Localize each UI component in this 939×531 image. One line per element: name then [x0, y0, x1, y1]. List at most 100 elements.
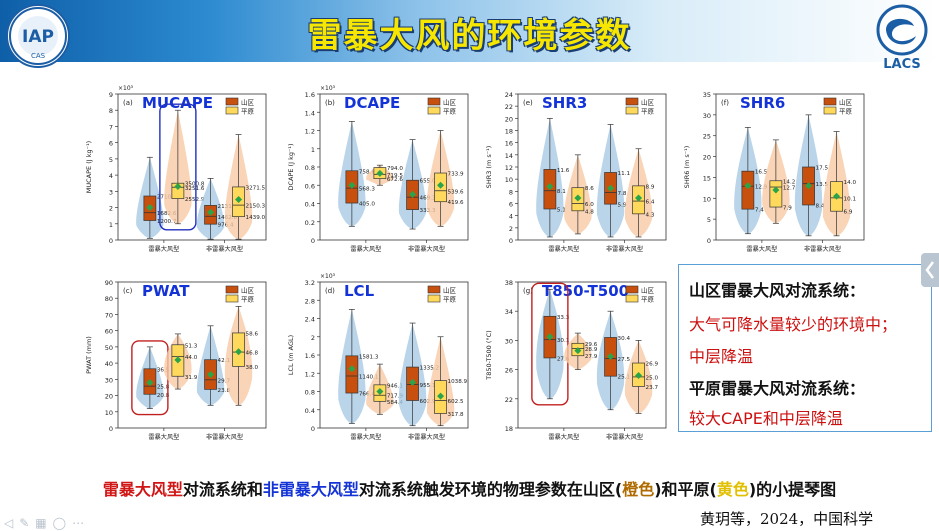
data-label: 3271.5: [246, 185, 266, 191]
x-tick-label: 雷暴大风型: [548, 433, 579, 441]
mean-marker: [348, 181, 356, 189]
chart-title: PWAT: [142, 282, 190, 300]
data-label: 955.1: [420, 383, 436, 389]
y-tick-label: 22: [505, 103, 513, 111]
more-icon[interactable]: ⋯: [72, 516, 91, 530]
mean-marker: [833, 192, 841, 200]
y-tick-label: 0.8: [305, 389, 315, 397]
legend-label: 平原: [443, 108, 457, 116]
data-label: 1581.3: [359, 354, 379, 360]
y-tick-label: 22: [505, 396, 513, 404]
legend-swatch: [625, 106, 639, 115]
y-tick-label: 6: [509, 201, 513, 209]
mean-marker: [348, 365, 356, 373]
legend-swatch: [225, 294, 239, 303]
slide-title: 雷暴大风的环境参数: [307, 16, 632, 56]
caption-part-7: 黄色: [716, 480, 749, 499]
y-tick-label: 3.2: [305, 279, 315, 287]
chart-title: SHR6: [740, 94, 785, 112]
legend-swatch: [225, 97, 239, 106]
mean-marker: [437, 181, 445, 189]
y-tick-label: 18: [505, 128, 513, 136]
y-tick-label: 0.2: [305, 219, 315, 227]
data-label: 29.7: [218, 378, 231, 384]
y-tick-label: 2: [109, 205, 113, 213]
chart-pwat: 0 10 20 30 40 50 60 70 80 90 PWAT (mm) (c) PWAT 山区平原雷…: [85, 279, 267, 441]
search-icon[interactable]: ◯: [52, 516, 73, 530]
data-label: 27.9: [585, 354, 598, 360]
caption-part-1: 雷暴大风型: [102, 480, 183, 499]
data-label: 13.5: [816, 182, 829, 188]
legend-swatch: [625, 294, 639, 303]
y-axis-label: SHR3 (m s⁻¹): [485, 146, 493, 189]
y-tick-label: 3: [109, 188, 113, 196]
header-band: [0, 0, 939, 62]
x-tick-label: 非雷暴大风型: [804, 245, 841, 253]
data-label: 6.9: [844, 210, 853, 216]
data-label: 8.6: [585, 186, 594, 192]
y-tick-label: 10: [505, 176, 513, 184]
legend-label: 平原: [241, 108, 255, 116]
chart-t850-t500: 18 22 26 30 34 38 T850-T500 (°C) (g) T850-T500 山区…: [485, 279, 667, 441]
slide-toolbar: ◁✎▦◯⋯: [4, 516, 90, 530]
chart-title: MUCAPE: [142, 94, 213, 112]
panel-label: (b): [325, 99, 335, 107]
x-tick-label: 非雷暴大风型: [408, 245, 445, 253]
grid-icon[interactable]: ▦: [35, 516, 53, 530]
y-tick-label: 1.6: [305, 91, 315, 99]
y-tick-label: 70: [105, 311, 113, 319]
x-tick-label: 非雷暴大风型: [606, 433, 643, 441]
data-label: 6.0: [585, 202, 594, 208]
iap-logo: IAP CAS: [6, 4, 70, 68]
y-tick-label: 16: [505, 140, 513, 148]
legend-label: 平原: [443, 296, 457, 304]
mean-marker: [805, 182, 813, 190]
y-tick-label: 10: [105, 409, 113, 417]
data-label: 1200.7: [157, 219, 177, 225]
y-tick-label: 60: [105, 328, 113, 336]
caption-part-5: 橙色: [622, 480, 655, 499]
y-tick-label: 30: [505, 337, 513, 345]
data-label: 33.3: [557, 315, 570, 321]
data-label: 51.3: [185, 343, 198, 349]
caption-part-3: 非雷暴大风型: [262, 480, 359, 499]
legend-label: 平原: [839, 108, 853, 116]
legend-label: 平原: [241, 296, 255, 304]
y-tick-label: 15: [703, 174, 711, 182]
mean-marker: [546, 333, 554, 341]
data-label: 672.6: [387, 177, 403, 183]
legend-swatch: [225, 285, 239, 294]
panel-label: (f): [721, 99, 729, 107]
y-tick-label: 38: [505, 279, 513, 287]
data-label: 30.4: [618, 336, 631, 342]
y-tick-label: 4: [509, 213, 513, 221]
data-label: 29.6: [585, 342, 598, 348]
legend-swatch: [427, 106, 441, 115]
y-tick-label: 8: [109, 107, 113, 115]
data-label: 8.1: [557, 189, 566, 195]
data-label: 602.5: [448, 399, 464, 405]
legend-swatch: [823, 106, 837, 115]
data-label: 568.3: [359, 187, 375, 193]
y-axis-label: DCAPE (J kg⁻¹): [287, 143, 295, 190]
pen-icon[interactable]: ✎: [19, 516, 36, 530]
x-tick-label: 非雷暴大风型: [408, 433, 445, 441]
next-slide-arrow[interactable]: [921, 253, 939, 287]
prev-icon[interactable]: ◁: [4, 516, 20, 530]
data-label: 44.0: [185, 355, 198, 361]
y-tick-label: 35: [703, 91, 711, 99]
data-label: 539.6: [448, 189, 464, 195]
x-tick-label: 雷暴大风型: [548, 245, 579, 253]
y-tick-label: 0: [109, 237, 113, 245]
y-tick-label: 40: [105, 360, 113, 368]
chevron-left-icon: [925, 261, 934, 279]
data-label: 405.0: [359, 202, 375, 208]
panel-label: (c): [123, 287, 133, 295]
data-label: 4.8: [585, 209, 594, 215]
y-tick-label: 0: [109, 425, 113, 433]
data-label: 25.1: [618, 375, 631, 381]
legend-label: 山区: [241, 286, 255, 295]
plot-frame: [117, 93, 267, 241]
figure-caption: 雷暴大风型对流系统和非雷暴大风型对流系统触发环境的物理参数在山区(橙色)和平原(…: [0, 476, 939, 500]
mean-marker: [772, 186, 780, 194]
